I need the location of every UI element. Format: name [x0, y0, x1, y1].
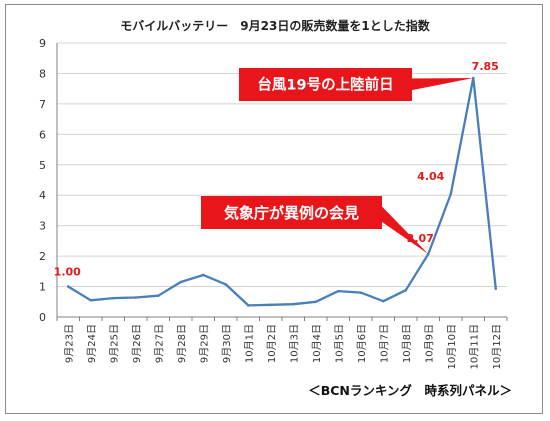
data-point [201, 273, 205, 277]
data-point [134, 296, 138, 299]
x-tick-label: 9月26日 [131, 324, 143, 363]
x-tick-label: 10月5日 [333, 324, 345, 363]
chart-title: モバイルバッテリー 9月23日の販売数量を1とした指数 [120, 19, 430, 33]
x-tick-label: 10月1日 [243, 324, 255, 363]
x-tick-label: 10月4日 [311, 324, 323, 363]
x-tick-label: 9月28日 [176, 324, 188, 363]
y-tick-label: 7 [39, 98, 46, 111]
y-tick-label: 9 [39, 37, 46, 50]
data-point [89, 298, 93, 302]
data-point [404, 288, 408, 292]
data-label: 7.85 [472, 60, 499, 73]
data-point [314, 300, 318, 304]
x-tick-label: 10月12日 [491, 324, 503, 369]
callout-label: 台風19号の上陸前日 [257, 76, 393, 94]
callout-label: 気象庁が異例の会見 [224, 204, 359, 222]
callout-box [239, 68, 412, 101]
data-point [246, 304, 250, 307]
x-tick-label: 10月8日 [401, 324, 413, 363]
data-point [359, 291, 363, 294]
x-tick-label: 10月7日 [378, 324, 390, 363]
x-tick-label: 10月9日 [423, 324, 435, 363]
data-point [179, 280, 183, 284]
callout-pointer [380, 204, 429, 254]
data-point [449, 192, 453, 196]
y-tick-label: 4 [39, 189, 46, 202]
x-tick-label: 9月27日 [153, 324, 165, 363]
source-note: ＜BCNランキング 時系列パネル＞ [308, 383, 512, 398]
x-tick-label: 10月2日 [266, 324, 278, 363]
data-point [381, 299, 385, 303]
y-tick-label: 2 [39, 250, 46, 263]
data-point [224, 283, 228, 286]
data-point [291, 302, 295, 306]
data-label: 1.00 [54, 266, 81, 279]
y-tick-label: 0 [39, 311, 46, 324]
data-point [269, 303, 273, 307]
data-point [494, 287, 498, 290]
y-tick-label: 5 [39, 159, 46, 172]
x-tick-label: 10月3日 [288, 324, 300, 363]
x-tick-label: 9月25日 [108, 324, 120, 363]
x-tick-label: 9月23日 [63, 324, 75, 363]
series-line [67, 76, 497, 307]
data-point [156, 294, 160, 297]
x-tick-label: 10月10日 [446, 324, 458, 369]
x-tick-label: 9月24日 [86, 324, 98, 363]
data-point [111, 296, 115, 300]
data-point [66, 285, 70, 288]
data-point [336, 289, 340, 293]
y-tick-label: 6 [39, 128, 46, 141]
y-tick-label: 3 [39, 220, 46, 233]
callout-pointer [410, 78, 474, 91]
x-tick-label: 9月29日 [198, 324, 210, 363]
y-tick-label: 1 [39, 281, 46, 294]
x-tick-label: 9月30日 [221, 324, 233, 363]
callout-box [201, 196, 382, 229]
y-tick-label: 8 [39, 67, 46, 80]
x-tick-label: 10月11日 [468, 324, 480, 369]
x-tick-label: 10月6日 [356, 324, 368, 363]
data-label: 4.04 [417, 170, 444, 183]
